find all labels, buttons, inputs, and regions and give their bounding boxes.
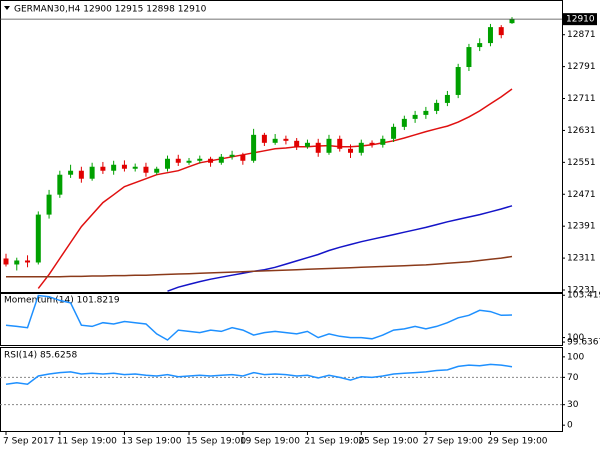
candle-body [89, 166, 95, 179]
candle-body [509, 19, 515, 24]
candle-body [164, 158, 170, 169]
y-tick-label: 70 [567, 373, 579, 383]
candle-body [401, 118, 407, 127]
x-tick-label: 25 Sep 19:00 [358, 437, 418, 447]
candle-body [68, 170, 74, 175]
candle-body [57, 174, 63, 195]
candle-body [283, 138, 289, 141]
main-panel [0, 0, 563, 293]
candle-body [337, 138, 343, 149]
candle-body [229, 154, 235, 157]
y-tick-label: 12311 [567, 254, 596, 264]
plot-area [5, 294, 513, 341]
candle-body [294, 140, 300, 147]
candle-body [455, 67, 461, 95]
candle-body [412, 114, 418, 119]
moving-average [6, 255, 513, 278]
main-title: GERMAN30,H4 12900 12915 12898 12910 [14, 5, 207, 15]
y-tick-label: 0 [567, 421, 573, 431]
candle-body [315, 142, 321, 153]
candle-body [154, 168, 160, 173]
candle-body [111, 164, 117, 171]
candle-body [444, 94, 450, 103]
y-tick-label: 99.6367 [567, 338, 600, 348]
moving-average [37, 88, 513, 289]
indicator-line [5, 363, 513, 385]
candle-body [251, 134, 257, 161]
x-tick-label: 13 Sep 19:00 [121, 437, 181, 447]
y-tick-label: 103.4197 [567, 291, 600, 301]
x-tick-label: 29 Sep 19:00 [487, 437, 547, 447]
y-tick-label: 12471 [567, 190, 596, 200]
candle-body [78, 170, 84, 179]
candle-body [423, 110, 429, 115]
x-tick-label: 19 Sep 19:00 [240, 437, 300, 447]
candle-body [100, 166, 106, 171]
candle-body [348, 148, 354, 153]
x-tick-label: 21 Sep 19:00 [304, 437, 364, 447]
last-price-label: 12910 [566, 15, 595, 25]
candle-body [358, 142, 364, 153]
candle-body [175, 158, 181, 163]
candle-body [186, 160, 192, 163]
candle-body [121, 164, 127, 169]
candle-body [498, 27, 504, 36]
plot-area [0, 363, 562, 406]
candle-body [304, 142, 310, 147]
y-tick-label: 30 [567, 400, 579, 410]
candle-body [369, 142, 375, 145]
x-tick-label: 27 Sep 19:00 [423, 437, 483, 447]
y-tick-label: 12871 [567, 30, 596, 40]
x-tick-label: 15 Sep 19:00 [186, 437, 246, 447]
candle-body [3, 258, 9, 265]
candle-body [261, 134, 267, 143]
rsi-title: RSI(14) 85.6258 [4, 351, 77, 361]
candle-body [218, 156, 224, 163]
candle-body [272, 138, 278, 143]
candle-body [240, 154, 246, 161]
candle-body [197, 158, 203, 161]
x-tick-label: 11 Sep 19:00 [57, 437, 117, 447]
candle-body [380, 138, 386, 145]
candle-body [143, 166, 149, 173]
indicator-line [5, 294, 513, 341]
candle-body [35, 214, 41, 263]
y-tick-label: 12711 [567, 94, 596, 104]
candle-body [208, 158, 214, 163]
x-tick-label: 7 Sep 2017 [3, 437, 54, 447]
candle-body [466, 47, 472, 68]
y-tick-label: 12791 [567, 62, 596, 72]
candle-body [487, 27, 493, 44]
candle-body [326, 138, 332, 153]
rsi-panel [0, 347, 563, 432]
candle-body [14, 260, 20, 265]
candle-body [25, 260, 31, 263]
moving-average [167, 205, 513, 292]
y-tick-label: 12631 [567, 126, 596, 136]
y-tick-label: 100 [567, 333, 584, 343]
candle-body [46, 194, 52, 215]
candle-body [434, 102, 440, 111]
candle-body [477, 43, 483, 48]
plot-area [3, 17, 515, 292]
candle-body [391, 126, 397, 139]
momentum-panel [0, 293, 563, 346]
last-price-box [563, 13, 597, 26]
menu-arrow[interactable] [4, 6, 10, 10]
candle-body [132, 166, 138, 169]
y-tick-label: 12231 [567, 286, 596, 296]
y-tick-label: 100 [567, 352, 584, 362]
y-tick-label: 12391 [567, 222, 596, 232]
y-tick-label: 12551 [567, 158, 596, 168]
